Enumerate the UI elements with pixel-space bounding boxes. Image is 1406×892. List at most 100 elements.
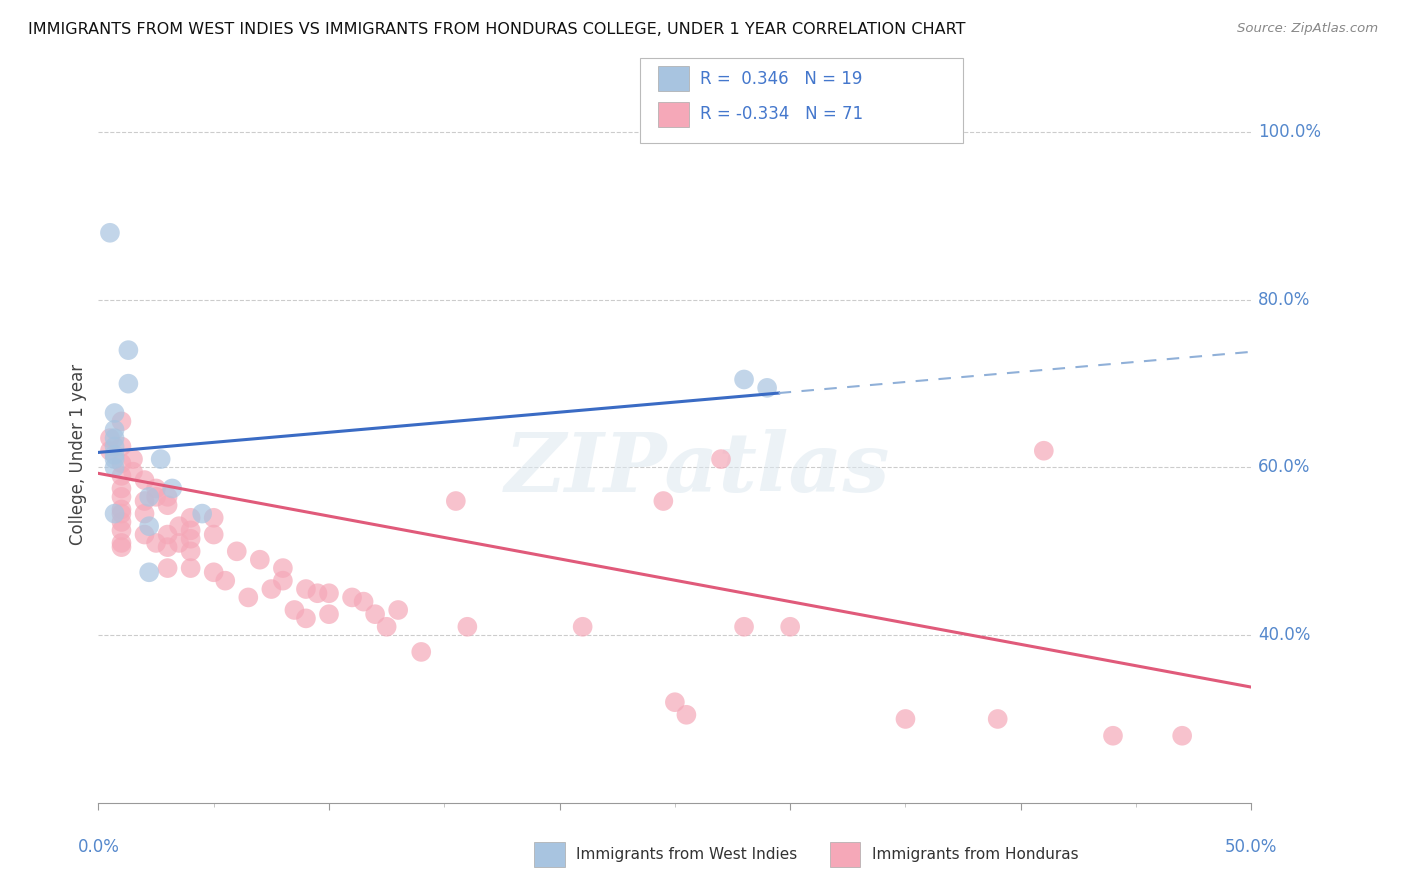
Text: 80.0%: 80.0% xyxy=(1258,291,1310,309)
Point xyxy=(180,561,202,575)
Point xyxy=(110,540,132,554)
Point xyxy=(103,406,125,420)
Point xyxy=(191,507,214,521)
Point xyxy=(353,594,375,608)
Point xyxy=(167,536,190,550)
Text: 100.0%: 100.0% xyxy=(1258,123,1322,141)
Point xyxy=(180,544,202,558)
Point xyxy=(664,695,686,709)
Point xyxy=(214,574,236,588)
Text: 60.0%: 60.0% xyxy=(1258,458,1310,476)
Text: Immigrants from Honduras: Immigrants from Honduras xyxy=(872,847,1078,862)
Point xyxy=(103,448,125,462)
Point xyxy=(894,712,917,726)
Point xyxy=(180,532,202,546)
Point xyxy=(271,561,294,575)
Text: Immigrants from West Indies: Immigrants from West Indies xyxy=(576,847,797,862)
Point xyxy=(202,566,225,580)
Point xyxy=(110,482,132,496)
Point xyxy=(117,343,139,358)
Text: R =  0.346   N = 19: R = 0.346 N = 19 xyxy=(700,70,862,87)
Text: IMMIGRANTS FROM WEST INDIES VS IMMIGRANTS FROM HONDURAS COLLEGE, UNDER 1 YEAR CO: IMMIGRANTS FROM WEST INDIES VS IMMIGRANT… xyxy=(28,22,966,37)
Point xyxy=(180,510,202,524)
Point xyxy=(202,527,225,541)
Point xyxy=(571,620,593,634)
Point xyxy=(156,527,179,541)
Text: 40.0%: 40.0% xyxy=(1258,626,1310,644)
Point xyxy=(103,423,125,437)
Point xyxy=(103,507,125,521)
Point xyxy=(110,490,132,504)
Point xyxy=(156,490,179,504)
Point xyxy=(134,507,156,521)
Point xyxy=(1171,729,1194,743)
Point xyxy=(122,452,145,467)
Point xyxy=(149,452,172,467)
Point xyxy=(987,712,1010,726)
Point xyxy=(340,591,363,605)
Point xyxy=(387,603,409,617)
Point xyxy=(180,524,202,538)
Point xyxy=(110,456,132,470)
Text: ZIPatlas: ZIPatlas xyxy=(505,429,890,508)
Point xyxy=(98,443,121,458)
Point xyxy=(110,502,132,516)
Point xyxy=(318,586,340,600)
Point xyxy=(779,620,801,634)
Point xyxy=(103,431,125,445)
Point xyxy=(156,561,179,575)
Point xyxy=(103,460,125,475)
Y-axis label: College, Under 1 year: College, Under 1 year xyxy=(69,364,87,546)
Point xyxy=(138,490,160,504)
Point xyxy=(295,611,318,625)
Point xyxy=(260,582,283,596)
Point xyxy=(307,586,329,600)
Point xyxy=(364,607,387,622)
Point xyxy=(1032,443,1054,458)
Point xyxy=(110,440,132,454)
Text: Source: ZipAtlas.com: Source: ZipAtlas.com xyxy=(1237,22,1378,36)
Text: 0.0%: 0.0% xyxy=(77,838,120,855)
Point xyxy=(756,381,779,395)
Point xyxy=(652,494,675,508)
Point xyxy=(411,645,433,659)
Point xyxy=(98,226,121,240)
Point xyxy=(456,620,478,634)
Point xyxy=(134,473,156,487)
Point xyxy=(110,536,132,550)
Point xyxy=(156,540,179,554)
Point xyxy=(134,527,156,541)
Point xyxy=(283,603,305,617)
Point xyxy=(238,591,260,605)
Point xyxy=(110,524,132,538)
Point xyxy=(271,574,294,588)
Point xyxy=(103,440,125,454)
Point xyxy=(98,431,121,445)
Point xyxy=(375,620,398,634)
Point xyxy=(110,414,132,428)
Text: 50.0%: 50.0% xyxy=(1225,838,1278,855)
Point xyxy=(145,482,167,496)
Point xyxy=(134,494,156,508)
Point xyxy=(167,519,190,533)
Point xyxy=(156,498,179,512)
Point xyxy=(122,465,145,479)
Point xyxy=(733,620,755,634)
Point xyxy=(110,468,132,483)
Point xyxy=(318,607,340,622)
Point xyxy=(145,536,167,550)
Point xyxy=(117,376,139,391)
Point xyxy=(110,515,132,529)
Point xyxy=(733,372,755,386)
Point xyxy=(225,544,247,558)
Point xyxy=(1102,729,1125,743)
Point xyxy=(110,507,132,521)
Point xyxy=(249,552,271,566)
Point xyxy=(710,452,733,467)
Point xyxy=(138,566,160,580)
Text: R = -0.334   N = 71: R = -0.334 N = 71 xyxy=(700,105,863,123)
Point xyxy=(202,510,225,524)
Point xyxy=(295,582,318,596)
Point xyxy=(444,494,467,508)
Point xyxy=(675,707,697,722)
